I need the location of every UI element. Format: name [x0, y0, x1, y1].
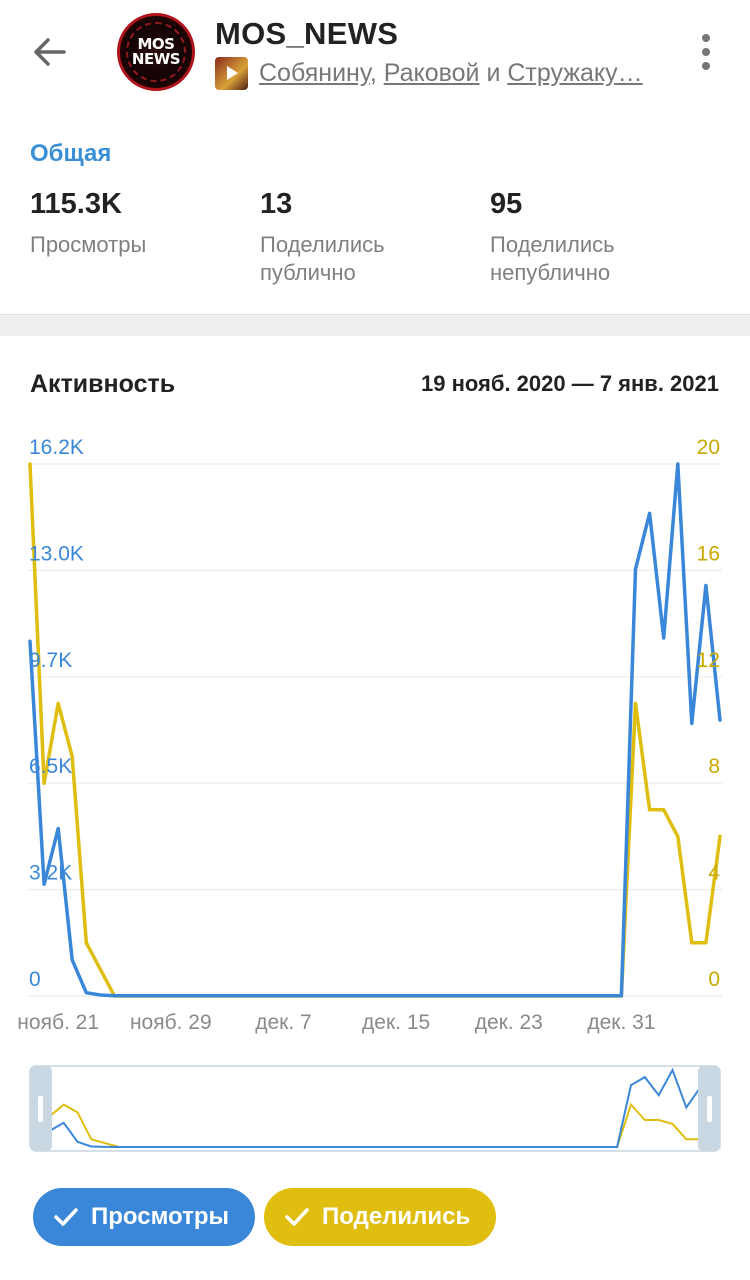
- right-axis-tick-label: 8: [708, 755, 720, 778]
- x-axis-tick-label: дек. 31: [587, 1011, 655, 1034]
- left-axis-tick-label: 0: [29, 968, 41, 991]
- toggle-views-label: Просмотры: [91, 1203, 230, 1230]
- app-header: MOS NEWS MOS_NEWS Собянину, Раковой и Ст…: [0, 0, 750, 104]
- subtitle-and: и: [479, 58, 508, 87]
- navigator-right-grip-icon: [707, 1096, 712, 1122]
- stat-public-shares: 13 Поделились публично: [260, 188, 385, 287]
- stat-label-line1: Просмотры: [30, 232, 147, 257]
- series-line-shares: [28, 462, 722, 998]
- left-axis-tick-label: 9.7K: [29, 649, 72, 672]
- stat-label: Поделились непублично: [490, 231, 615, 287]
- dot-icon: [702, 62, 710, 70]
- stat-label: Просмотры: [30, 231, 146, 259]
- stat-private-shares: 95 Поделились непублично: [490, 188, 615, 287]
- video-thumbnail-icon: [215, 56, 248, 90]
- date-range[interactable]: 19 нояб. 2020 — 7 янв. 2021: [421, 371, 719, 396]
- arrow-left-icon: [34, 38, 66, 66]
- series-line-views: [28, 462, 722, 998]
- stat-value: 95: [490, 188, 523, 220]
- section-divider: [0, 314, 750, 336]
- subtitle-link-3[interactable]: Стружаку…: [507, 58, 643, 87]
- left-axis-tick-label: 13.0K: [29, 542, 84, 565]
- avatar-logo-text-top: MOS: [137, 35, 175, 53]
- checkmark-icon: [54, 1208, 78, 1226]
- navigator-left-grip-icon: [38, 1096, 43, 1122]
- subtitle-link-1[interactable]: Собянину: [259, 58, 370, 87]
- back-button[interactable]: [26, 28, 74, 76]
- x-axis-tick-label: нояб. 29: [130, 1011, 212, 1034]
- right-axis-tick-label: 0: [708, 968, 720, 991]
- navigator-frame: [29, 1065, 721, 1152]
- x-axis-tick-label: дек. 15: [362, 1011, 430, 1034]
- avatar-logo-text-bottom: NEWS: [131, 50, 181, 68]
- x-axis-tick-label: дек. 7: [255, 1011, 311, 1034]
- activity-line-chart[interactable]: 0 0 3.2K 4 6.5K 8 9.7K 12 13.0K 16 16.2K 20 нояб. 21…: [0, 420, 750, 1040]
- dot-icon: [702, 34, 710, 42]
- checkmark-icon: [285, 1208, 309, 1226]
- stat-value: 115.3K: [30, 188, 122, 220]
- stat-label-line1: Поделились: [260, 232, 385, 257]
- more-options-button[interactable]: [690, 30, 722, 74]
- left-axis-tick-label: 3.2K: [29, 862, 72, 885]
- stat-label-line2: публично: [260, 260, 356, 285]
- stat-label-line2: непублично: [490, 260, 611, 285]
- channel-title: MOS_NEWS: [215, 16, 399, 51]
- dot-icon: [702, 48, 710, 56]
- x-axis-tick-label: дек. 23: [475, 1011, 543, 1034]
- stat-label: Поделились публично: [260, 231, 385, 287]
- right-axis-tick-label: 16: [697, 542, 720, 565]
- stat-label-line1: Поделились: [490, 232, 615, 257]
- right-axis-tick-label: 12: [697, 649, 720, 672]
- summary-title: Общая: [30, 140, 112, 167]
- summary-section: Общая 115.3K Просмотры 13 Поделились пуб…: [0, 104, 750, 314]
- left-axis-tick-label: 16.2K: [29, 436, 84, 459]
- stat-views: 115.3K Просмотры: [30, 188, 146, 259]
- toggle-shares-button[interactable]: Поделились: [264, 1188, 497, 1246]
- toggle-views-button[interactable]: Просмотры: [33, 1188, 256, 1246]
- subtitle-link-2[interactable]: Раковой: [383, 58, 480, 87]
- post-subtitle-text: Собянину, Раковой и Стружаку…: [259, 59, 643, 88]
- toggle-shares-label: Поделились: [322, 1203, 471, 1230]
- activity-title: Активность: [30, 370, 176, 398]
- avatar-ring-decoration: [126, 22, 186, 82]
- channel-avatar[interactable]: MOS NEWS: [117, 13, 195, 91]
- range-navigator[interactable]: [0, 1060, 750, 1160]
- subtitle-separator: ,: [369, 58, 384, 87]
- navigator-line-views: [35, 1067, 715, 1148]
- right-axis-tick-label: 20: [697, 436, 720, 459]
- stat-value: 13: [260, 188, 293, 220]
- x-axis-tick-label: нояб. 21: [17, 1011, 99, 1034]
- left-axis-tick-label: 6.5K: [29, 755, 72, 778]
- post-subtitle[interactable]: Собянину, Раковой и Стружаку…: [215, 56, 685, 90]
- right-axis-tick-label: 4: [708, 862, 720, 885]
